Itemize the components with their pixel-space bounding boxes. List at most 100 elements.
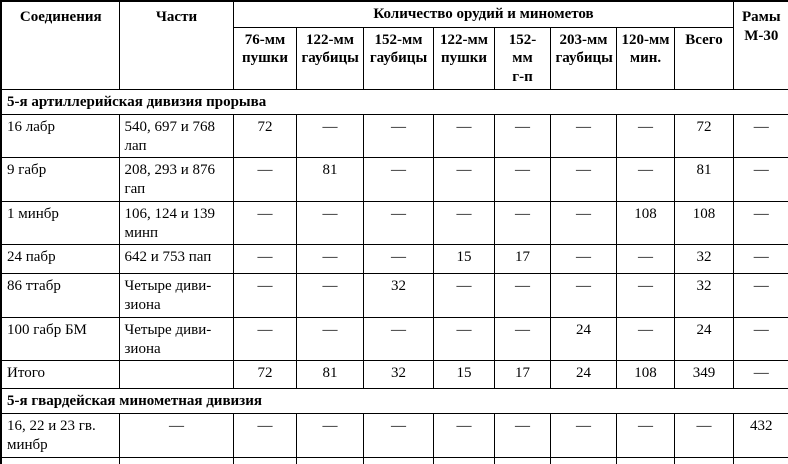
value-cell: — [362,200,434,246]
formation-cell: 24 пабр [0,244,120,275]
formation-cell: 16, 22 и 23 гв. минбр [0,413,120,458]
value-cell: 15 [432,244,495,275]
column-header-152mm-howitzers: 152-мм гаубицы [362,26,434,90]
units-cell: Четыре диви- зиона [118,316,234,362]
total-cell: 108 [673,200,734,246]
value-cell: — [432,113,495,159]
value-cell: — [362,413,434,458]
value-cell: — [232,200,297,246]
value-cell: — [432,200,495,246]
table-row: 16 лабр 540, 697 и 768 лап 72 — — — — — … [0,113,788,159]
total-cell: 81 [673,157,734,202]
header-row-calibers: 76-мм пушки 122-мм гаубицы 152-мм гаубиц… [1,26,788,90]
value-cell: 35 [493,456,551,464]
units-cell [118,456,234,464]
column-header-total: Всего [673,26,734,90]
value-cell: 31 [432,456,495,464]
value-cell: — [493,413,551,458]
total-cell: 32 [673,273,734,318]
column-header-units: Части [118,0,234,90]
value-cell: 108 [615,360,675,390]
units-cell: — [118,413,234,458]
value-cell: 15 [432,360,495,390]
value-cell: — [549,157,617,202]
value-cell: — [493,157,551,202]
formation-cell: 9 габр [0,157,120,202]
value-cell: — [232,157,297,202]
value-cell: — [232,316,297,362]
value-cell: 72 [232,113,297,159]
formation-cell: 100 габр БМ [0,316,120,362]
value-cell: — [295,413,364,458]
column-header-76mm-guns: 76-мм пушки [232,26,297,90]
units-cell [118,360,234,390]
value-cell: — [295,316,364,362]
value-cell: — [493,316,551,362]
formation-cell: Всего в корпусе [0,456,120,464]
value-cell: — [295,273,364,318]
value-cell: — [362,316,434,362]
value-cell: 32 [362,360,434,390]
total-cell: 32 [673,244,734,275]
section-title: 5-я артиллерийская дивизия прорыва [0,88,788,115]
value-cell: — [549,413,617,458]
value-cell: — [432,157,495,202]
value-cell: — [549,244,617,275]
value-cell: 24 [549,360,617,390]
value-cell: 32 [362,273,434,318]
section-row-mortar-division: 5-я гвардейская минометная дивизия [0,388,788,415]
column-header-120mm-mortars: 120-мм мин. [615,26,675,90]
ramy-cell: 432 [732,413,788,458]
column-header-ramy-m30: Рамы М-30 [732,0,788,90]
formation-cell: 1 минбр [0,200,120,246]
value-cell: 64 [362,456,434,464]
value-cell: — [615,113,675,159]
total-cell: — [673,413,734,458]
column-header-152mm-gp: 152-мм г-п [493,26,551,90]
column-header-122mm-howitzers: 122-мм гаубицы [295,26,364,90]
total-cell: 24 [673,316,734,362]
ramy-cell: — [732,316,788,362]
column-header-203mm-howitzers: 203-мм гаубицы [549,26,617,90]
units-cell: 208, 293 и 876 гап [118,157,234,202]
value-cell: — [615,413,675,458]
section-title: 5-я гвардейская минометная дивизия [0,388,788,415]
value-cell: — [493,200,551,246]
value-cell: — [362,157,434,202]
value-cell: 72 [232,360,297,390]
formation-cell: 16 лабр [0,113,120,159]
formation-cell: 86 ттабр [0,273,120,318]
value-cell: — [432,273,495,318]
value-cell: — [549,200,617,246]
value-cell: — [362,113,434,159]
table-row: 100 габр БМ Четыре диви- зиона — — — — —… [0,316,788,362]
ramy-cell: — [732,113,788,159]
value-cell: — [232,273,297,318]
section-row-artillery-division: 5-я артиллерийская дивизия прорыва [0,88,788,115]
total-cell: 700 [673,456,734,464]
value-cell: — [615,273,675,318]
value-cell: — [493,273,551,318]
value-cell: — [549,273,617,318]
value-cell: — [362,244,434,275]
value-cell: 24 [549,316,617,362]
table-row: 24 пабр 642 и 753 пап — — — 15 17 — — 32… [0,244,788,275]
subtotal-row: Итого 72 81 32 15 17 24 108 349 — [0,360,788,390]
ramy-cell: — [732,244,788,275]
ramy-cell: 432 [732,456,788,464]
value-cell: 108 [615,200,675,246]
value-cell: 17 [493,244,551,275]
value-cell: — [432,413,495,458]
total-cell: 72 [673,113,734,159]
value-cell: — [295,200,364,246]
value-cell: — [493,113,551,159]
ramy-cell: — [732,157,788,202]
value-cell: — [615,316,675,362]
column-header-122mm-guns: 122-мм пушки [432,26,495,90]
value-cell: — [295,244,364,275]
value-cell: 81 [295,360,364,390]
units-cell: 106, 124 и 139 минп [118,200,234,246]
value-cell: — [615,244,675,275]
